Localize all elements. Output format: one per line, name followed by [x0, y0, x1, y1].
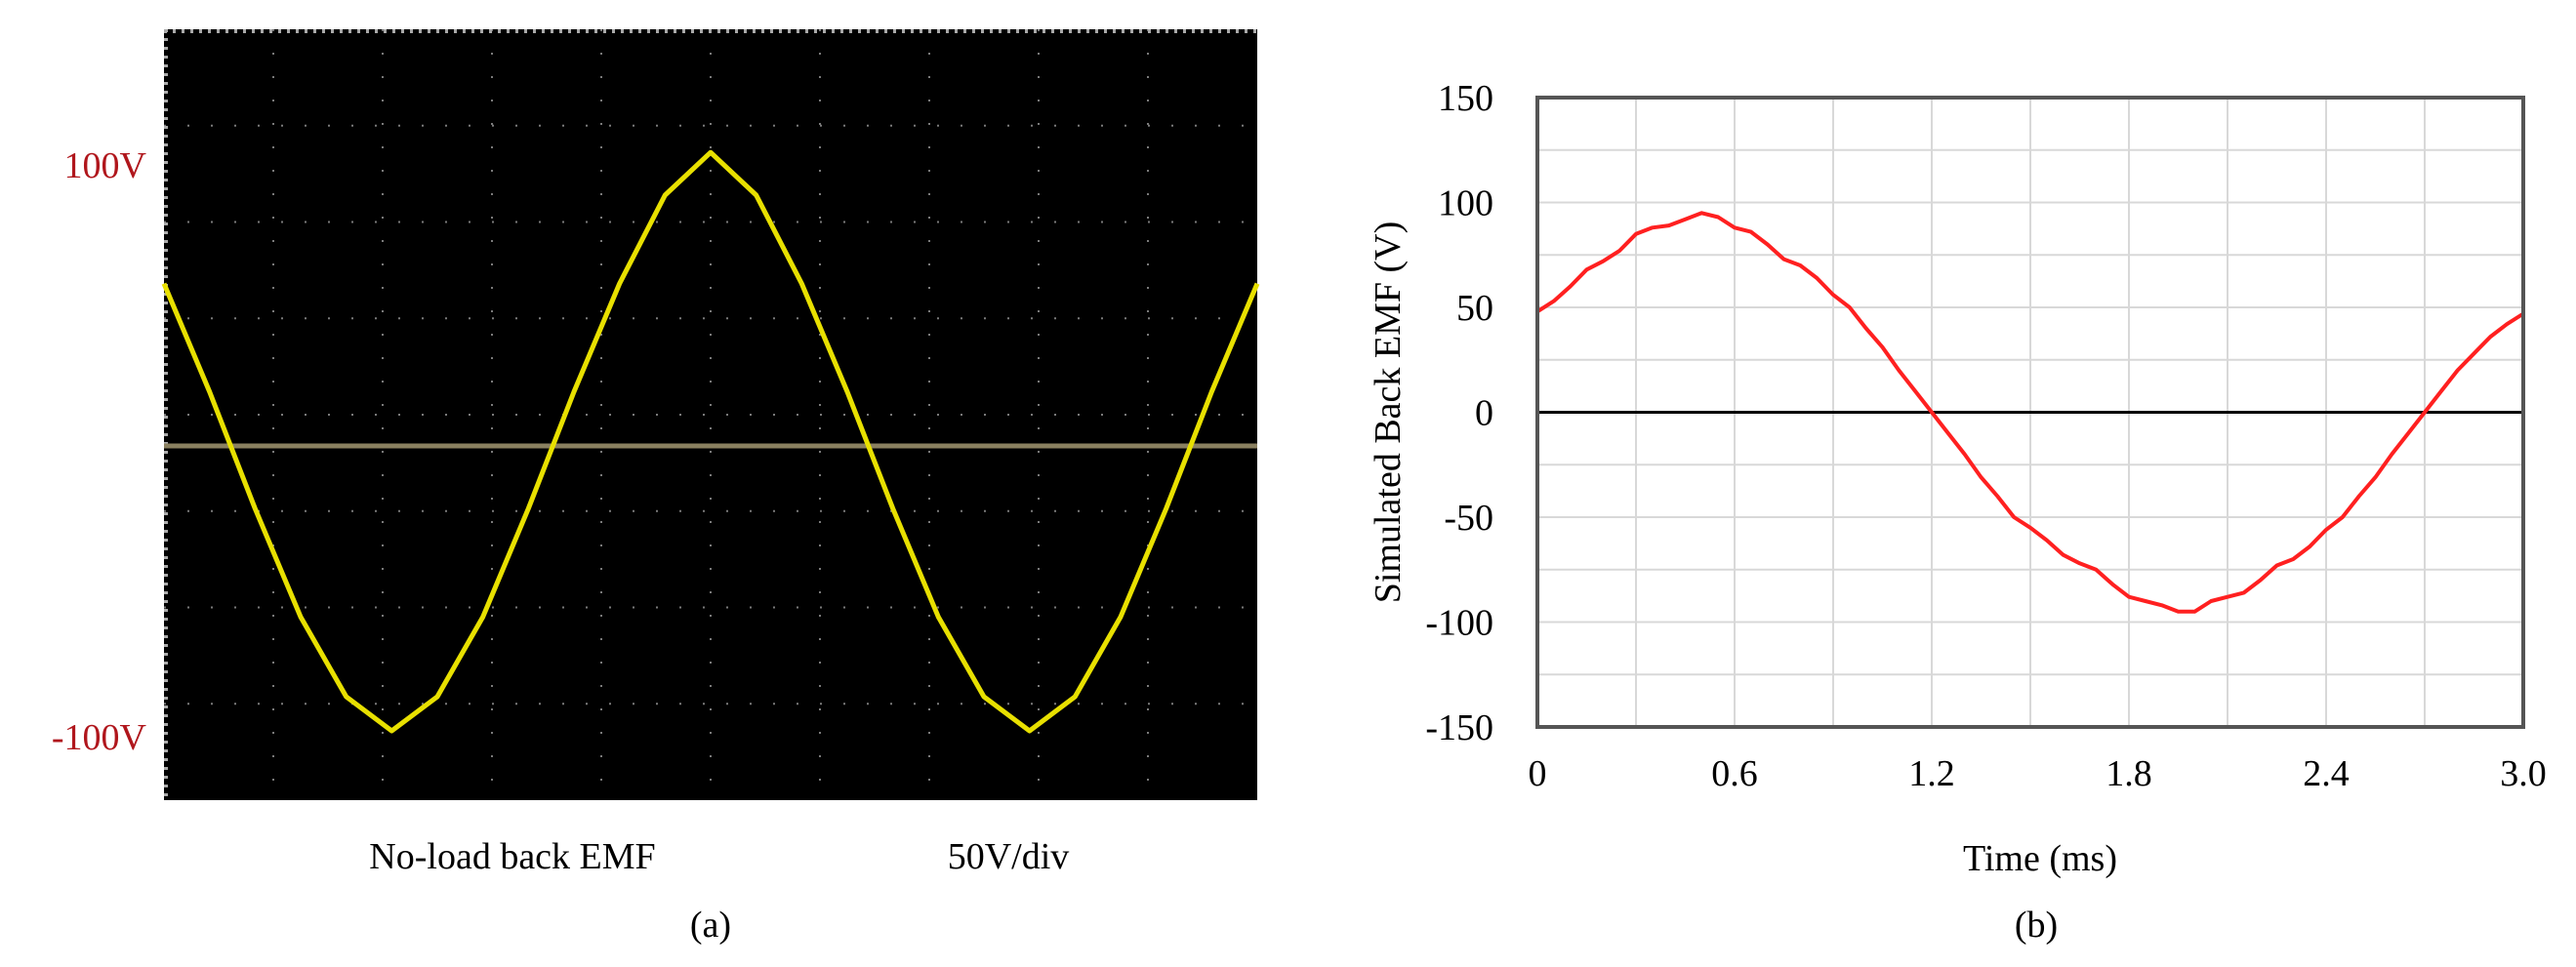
- x-tick-label: 0: [1529, 753, 1547, 794]
- scope-grid: [164, 29, 1257, 800]
- y-tick-label: 50: [1456, 288, 1493, 329]
- panel-b-simulation-chart: 150 100 50 0 -50 -100 -150 0 0.6 1.2 1.8 2.4 3.0 Ti…: [1368, 78, 2547, 946]
- y-tick-label: 0: [1475, 393, 1493, 434]
- scope-trace: [161, 149, 1260, 734]
- x-tick-label: 2.4: [2303, 753, 2350, 794]
- x-tick-label: 0.6: [1711, 753, 1758, 794]
- x-axis-label: Time (ms): [1963, 838, 2117, 879]
- caption-50v-per-div: 50V/div: [948, 836, 1070, 877]
- x-tick-label: 3.0: [2500, 753, 2547, 794]
- x-tick-label: 1.8: [2106, 753, 2152, 794]
- series-line: [1535, 211, 2525, 614]
- y-axis-label: Simulated Back EMF (V): [1368, 222, 1409, 604]
- caption-no-load-back-emf: No-load back EMF: [369, 836, 655, 877]
- x-tick-labels: 0 0.6 1.2 1.8 2.4 3.0: [1529, 753, 2547, 794]
- scope-screen: [164, 29, 1257, 800]
- panel-a-oscilloscope: 100V -100V No-load back EMF 50V/div (a): [52, 29, 1260, 946]
- y-tick-label: -50: [1444, 498, 1493, 539]
- y-tick-label: 150: [1438, 78, 1493, 119]
- panel-b-label: (b): [2015, 905, 2058, 946]
- y-tick-label: -100: [1425, 603, 1493, 644]
- panel-a-label: (a): [690, 905, 731, 946]
- y-tick-label: 100: [1438, 183, 1493, 224]
- x-tick-label: 1.2: [1908, 753, 1955, 794]
- marker-minus-100v: -100V: [52, 717, 147, 758]
- plot-frame: [1535, 96, 2525, 729]
- y-tick-labels: 150 100 50 0 -50 -100 -150: [1425, 78, 1493, 748]
- marker-100v: 100V: [64, 145, 147, 186]
- y-tick-label: -150: [1425, 707, 1493, 748]
